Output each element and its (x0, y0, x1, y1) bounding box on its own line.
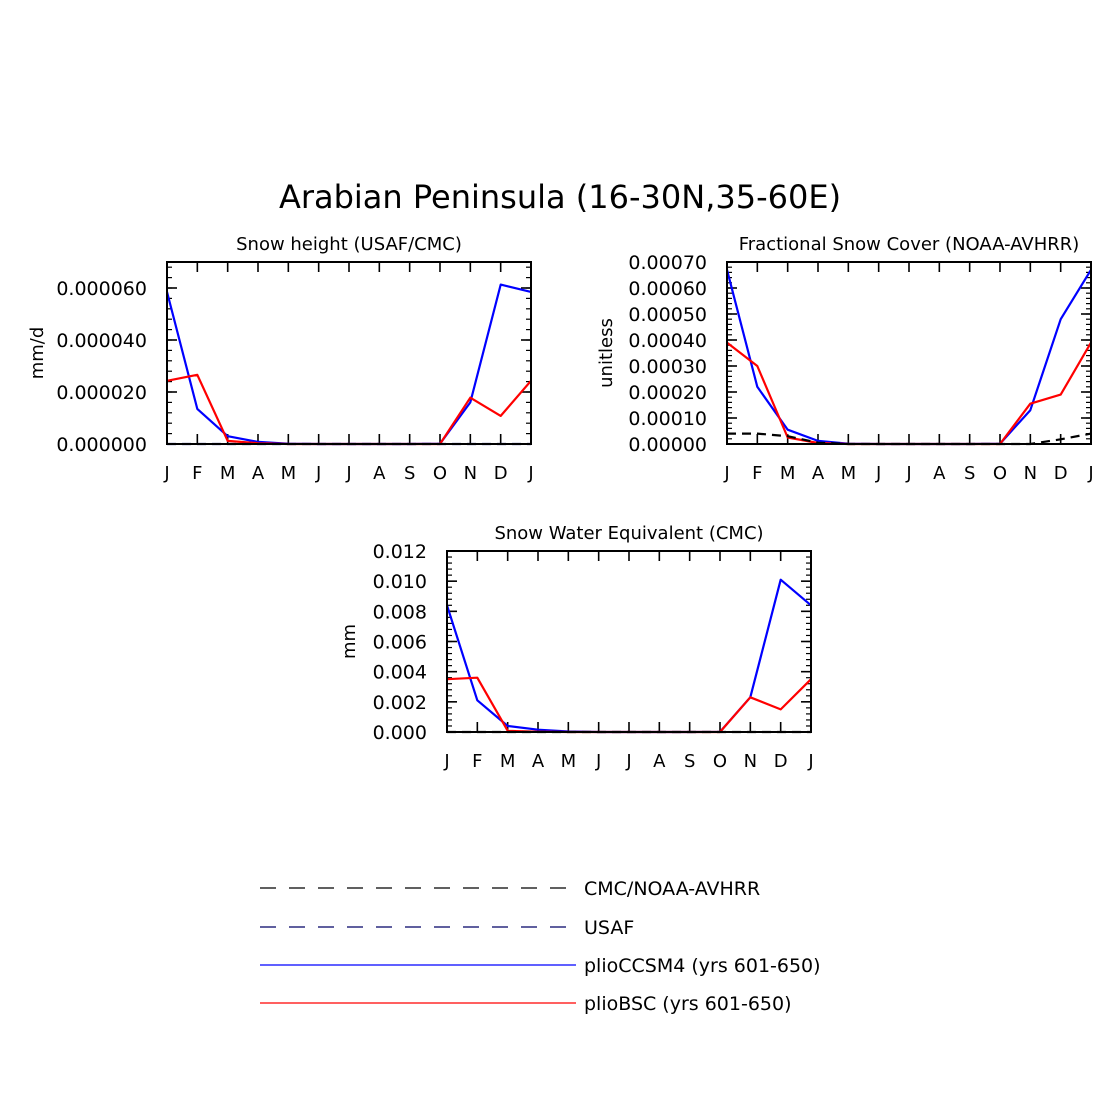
legend-label: CMC/NOAA-AVHRR (584, 878, 760, 900)
x-tick-label: J (1087, 463, 1093, 484)
x-tick-label: J (905, 463, 911, 484)
x-tick-label: F (472, 751, 482, 772)
y-tick-label: 0.008 (373, 601, 427, 623)
plot-frame (446, 550, 812, 733)
y-tick-label: 0.006 (373, 632, 427, 654)
x-tick-label: J (345, 463, 351, 484)
x-tick-label: O (433, 463, 447, 484)
legend-item: plioBSC (yrs 601-650) (260, 993, 792, 1015)
series-line-plioccsm4 (725, 269, 1092, 446)
x-tick-label: J (625, 751, 631, 772)
x-tick-label: D (774, 751, 788, 772)
panel-snow-height: Snow height (USAF/CMC) mm/d 0.000000 0.0000… (27, 234, 534, 484)
y-tick-label: 0.00010 (628, 408, 707, 430)
y-tick-label: 0.012 (373, 541, 427, 563)
x-tick-label: A (933, 463, 946, 484)
y-tick-label: 0.004 (373, 662, 427, 684)
x-tick-label: M (500, 751, 516, 772)
panel-title: Fractional Snow Cover (NOAA-AVHRR) (739, 234, 1080, 255)
y-tick-label: 0.00020 (628, 382, 707, 404)
x-tick-label: J (163, 463, 169, 484)
x-tick-label: A (532, 751, 545, 772)
y-tick-label: 0.00050 (628, 304, 707, 326)
x-tick-label: F (192, 463, 202, 484)
x-tick-label: D (1054, 463, 1068, 484)
x-tick-label: N (464, 463, 477, 484)
y-tick-label: 0.000000 (56, 434, 147, 456)
y-tick-label: 0.000020 (56, 382, 147, 404)
y-axis-label: unitless (596, 318, 617, 388)
y-tick-label: 0.000040 (56, 330, 147, 352)
legend: CMC/NOAA-AVHRR USAF plioCCSM4 (yrs 601-650… (260, 878, 821, 1015)
x-tick-label: S (404, 463, 415, 484)
x-tick-label: A (653, 751, 666, 772)
x-tick-label: J (723, 463, 729, 484)
x-tick-label: M (281, 463, 297, 484)
x-tick-label: J (595, 751, 601, 772)
x-tick-label: A (812, 463, 825, 484)
plot-frame (166, 261, 532, 445)
panel-snow-water-equivalent: Snow Water Equivalent (CMC) mm 0.000 0.002 0… (339, 523, 814, 772)
x-tick-label: A (252, 463, 265, 484)
y-tick-label: 0.000060 (56, 278, 147, 300)
y-axis-label: mm/d (27, 327, 48, 380)
panel-title: Snow Water Equivalent (CMC) (494, 523, 763, 544)
x-tick-label: O (713, 751, 727, 772)
x-tick-label: M (220, 463, 236, 484)
legend-label: USAF (584, 917, 634, 939)
x-tick-label: J (875, 463, 881, 484)
x-tick-label: N (1024, 463, 1037, 484)
x-tick-label: J (807, 751, 813, 772)
x-tick-label: J (315, 463, 321, 484)
y-tick-label: 0.00030 (628, 356, 707, 378)
legend-item: USAF (260, 917, 634, 939)
figure-title: Arabian Peninsula (16-30N,35-60E) (279, 178, 841, 216)
x-tick-label: S (964, 463, 975, 484)
panel-fractional-snow-cover: Fractional Snow Cover (NOAA-AVHRR) unitle… (596, 234, 1094, 484)
series-line-plioccsm4 (165, 283, 532, 446)
y-tick-label: 0.002 (373, 692, 427, 714)
x-tick-label: O (993, 463, 1007, 484)
y-tick-label: 0.00070 (628, 252, 707, 274)
x-tick-label: M (561, 751, 577, 772)
panel-title: Snow height (USAF/CMC) (236, 234, 462, 255)
legend-label: plioCCSM4 (yrs 601-650) (584, 955, 821, 977)
x-tick-label: S (684, 751, 695, 772)
y-axis-label: mm (339, 624, 360, 659)
x-tick-label: M (780, 463, 796, 484)
y-tick-label: 0.00060 (628, 278, 707, 300)
legend-label: plioBSC (yrs 601-650) (584, 993, 792, 1015)
x-tick-label: N (744, 751, 757, 772)
y-tick-label: 0.00040 (628, 330, 707, 352)
x-tick-label: J (443, 751, 449, 772)
y-tick-label: 0.010 (373, 571, 427, 593)
plot-frame (726, 261, 1092, 445)
y-tick-label: 0.000 (373, 722, 427, 744)
y-tick-label: 0.00000 (628, 434, 707, 456)
legend-item: CMC/NOAA-AVHRR (260, 878, 760, 900)
x-tick-label: M (841, 463, 857, 484)
x-tick-label: J (527, 463, 533, 484)
legend-item: plioCCSM4 (yrs 601-650) (260, 955, 821, 977)
x-tick-label: D (494, 463, 508, 484)
series-line-plioccsm4 (445, 578, 812, 734)
x-tick-label: A (373, 463, 386, 484)
x-tick-label: F (752, 463, 762, 484)
series-line-pliobsc (166, 373, 532, 446)
